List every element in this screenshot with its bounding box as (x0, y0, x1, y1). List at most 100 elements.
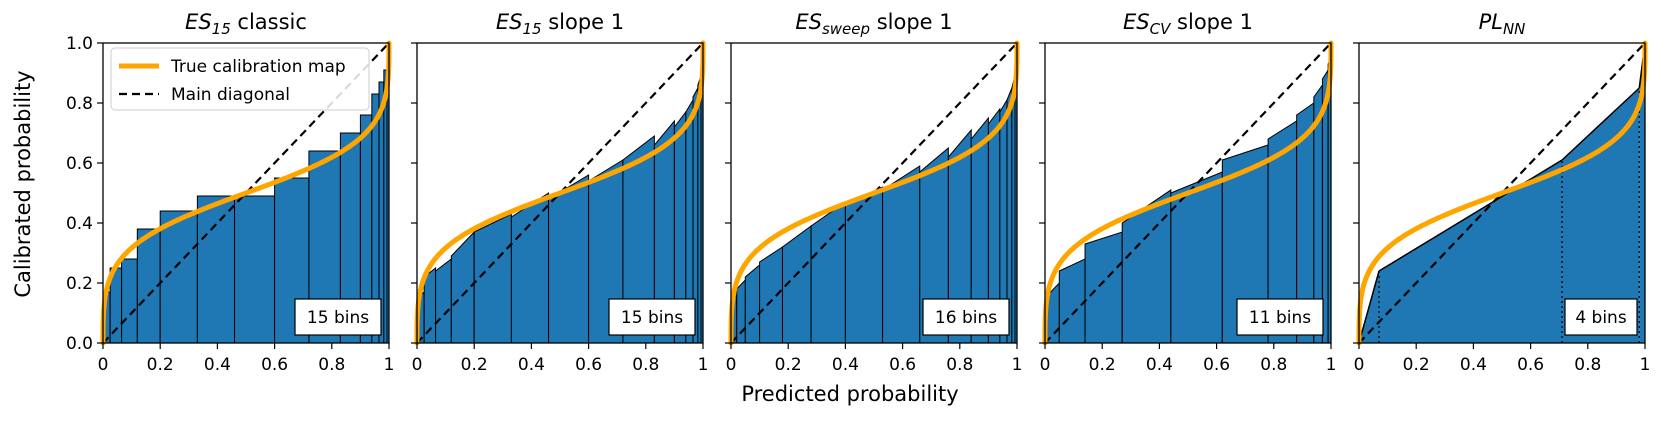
bin-bar (196, 195, 236, 344)
title-main: PL (1479, 10, 1503, 34)
bin-bar (435, 257, 452, 344)
x-tick-label: 0 (412, 355, 423, 375)
bin-top-edge (1358, 270, 1380, 344)
x-tick-label: 1 (1012, 355, 1023, 375)
true-calibration-curve (1356, 40, 1648, 346)
x-tick-label: 1 (698, 355, 709, 375)
x-tick-label: 0.6 (1517, 355, 1544, 375)
x-tick-label: 1 (1326, 355, 1337, 375)
title-subscript: 15 (522, 20, 541, 38)
main-diagonal (730, 42, 1018, 344)
x-tick-label: 0.2 (461, 355, 488, 375)
bin-top-edge (1561, 87, 1640, 161)
x-tick-label: 0.6 (1203, 355, 1230, 375)
x-tick-label: 0.8 (1260, 355, 1287, 375)
bin-bar (1639, 43, 1645, 343)
true-calibration-curve (1042, 40, 1334, 346)
panel-title: ES15 slope 1 (496, 10, 624, 38)
title-main: ES (496, 10, 523, 34)
panel-4: 0 0.2 0.4 0.6 0.8 1 ESCV slope 1 11 bins (1039, 10, 1336, 375)
bin-bar (473, 213, 512, 344)
plot-frame (730, 42, 1018, 344)
title-rest: slope 1 (542, 10, 625, 34)
bins-label: 11 bins (1249, 308, 1311, 328)
title-main: ES (795, 10, 822, 34)
bin-bar (844, 186, 884, 344)
true-calibration-curve (414, 40, 706, 346)
bin-bar (450, 230, 475, 344)
title-main: ES (1123, 10, 1150, 34)
plot-frame (1044, 42, 1332, 344)
true-calibration-curve (100, 40, 392, 346)
y-tick-label: 0.6 (66, 154, 93, 174)
bins-label-box (1564, 298, 1638, 336)
bin-bar (1084, 231, 1123, 344)
x-axis-label: Predicted probability (741, 382, 958, 406)
x-tick-label: 0.8 (946, 355, 973, 375)
panel-3: 0 0.2 0.4 0.6 0.8 1 ESsweep slope 1 16 bins (725, 10, 1022, 375)
x-tick-label: 0.4 (832, 355, 859, 375)
title-subscript: CV (1150, 20, 1172, 38)
legend-true-map-label: True calibration map (170, 57, 346, 77)
bins-label-box (294, 298, 382, 336)
bins-label: 15 bins (621, 308, 683, 328)
bin-bar (234, 195, 276, 344)
main-diagonal (1044, 42, 1332, 344)
plot-frame (102, 42, 390, 344)
x-tick-label: 0.2 (1403, 355, 1430, 375)
title-subscript: sweep (822, 20, 870, 38)
legend-diagonal-label: Main diagonal (171, 85, 290, 105)
title-rest: slope 1 (1170, 10, 1253, 34)
bin-bar (510, 192, 550, 344)
panel-5: 0 0.2 0.4 0.6 0.8 1 PLNN 4 bins (1353, 10, 1650, 375)
bin-bar (121, 258, 138, 344)
y-tick-label: 0.4 (66, 214, 93, 234)
bins-label-box (1236, 298, 1324, 336)
title-rest: classic (231, 10, 307, 34)
true-calibration-curve (728, 40, 1020, 346)
y-tick-label: 0.0 (66, 334, 93, 354)
x-tick-label: 0.6 (889, 355, 916, 375)
x-tick-label: 0.8 (318, 355, 345, 375)
x-tick-label: 0.8 (1574, 355, 1601, 375)
bin-bar (1562, 88, 1640, 343)
legend: True calibration map Main diagonal (110, 47, 370, 111)
x-tick-label: 0.2 (1089, 355, 1116, 375)
x-tick-label: 0.4 (204, 355, 231, 375)
main-diagonal (1358, 42, 1646, 344)
x-tick-label: 0.6 (261, 355, 288, 375)
plot-frame (416, 42, 704, 344)
x-tick-label: 0.2 (775, 355, 802, 375)
y-tick-label: 0.2 (66, 274, 93, 294)
x-tick-label: 0.4 (1460, 355, 1487, 375)
x-tick-label: 0.6 (575, 355, 602, 375)
y-axis-label: Calibrated probability (11, 70, 35, 297)
panel-title: ESCV slope 1 (1123, 10, 1253, 38)
bins-label-box (922, 298, 1010, 336)
panel-title: ES15 classic (185, 10, 307, 38)
panel-title: ESsweep slope 1 (795, 10, 952, 38)
title-main: ES (185, 10, 212, 34)
x-tick-label: 1 (384, 355, 395, 375)
x-tick-label: 0.8 (632, 355, 659, 375)
bin-bar (1379, 160, 1563, 343)
bin-bar (1058, 258, 1086, 344)
x-tick-label: 0.2 (147, 355, 174, 375)
bins-label: 4 bins (1575, 308, 1627, 328)
title-subscript: NN (1503, 20, 1525, 38)
legend-box (110, 47, 370, 111)
x-tick-label: 0.4 (1146, 355, 1173, 375)
bin-bar (810, 201, 846, 344)
x-tick-label: 0 (726, 355, 737, 375)
main-diagonal (416, 42, 704, 344)
x-tick-label: 0 (1040, 355, 1051, 375)
panel-title: PLNN (1479, 10, 1526, 38)
x-tick-label: 0.4 (518, 355, 545, 375)
plot-frame (1358, 42, 1646, 344)
panel-1: 0 0.2 0.4 0.6 0.8 1 0.0 0.2 0.4 0.6 0.8 1.0 ES15 cla… (66, 10, 394, 375)
x-tick-label: 0 (1354, 355, 1365, 375)
y-tick-label: 0.8 (66, 94, 93, 114)
x-tick-label: 1 (1640, 355, 1651, 375)
bins-label: 15 bins (307, 308, 369, 328)
